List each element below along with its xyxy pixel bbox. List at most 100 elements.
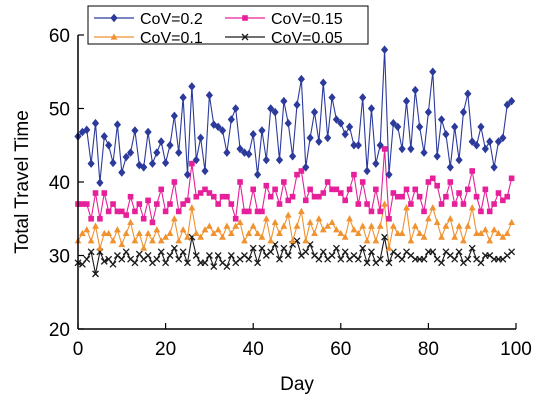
data-point — [189, 160, 195, 167]
data-point — [280, 96, 288, 106]
data-point — [490, 163, 498, 172]
x-tick-label: 0 — [73, 339, 84, 360]
data-point — [284, 252, 292, 259]
data-point — [464, 89, 472, 99]
data-point — [144, 252, 152, 259]
data-point — [481, 226, 489, 233]
data-point — [202, 186, 208, 193]
data-point — [210, 120, 218, 129]
data-point — [433, 218, 441, 226]
data-point — [341, 248, 349, 256]
data-point — [180, 201, 186, 207]
data-point — [293, 100, 301, 110]
data-point — [381, 45, 389, 54]
data-point — [254, 259, 262, 267]
data-point — [184, 233, 191, 240]
data-point — [206, 190, 213, 196]
data-point — [424, 107, 432, 117]
data-point — [359, 222, 367, 229]
data-point — [425, 215, 432, 222]
data-point — [240, 148, 249, 157]
data-point — [451, 255, 459, 263]
data-point — [354, 140, 362, 150]
data-point — [241, 237, 248, 244]
data-point — [494, 137, 503, 146]
data-point — [477, 259, 485, 267]
data-point — [351, 171, 357, 178]
data-point — [245, 255, 253, 263]
data-point — [263, 182, 270, 189]
data-point — [79, 201, 86, 207]
data-point — [227, 115, 235, 124]
data-point — [153, 255, 161, 263]
x-tick-label: 40 — [243, 339, 264, 360]
data-point — [284, 118, 292, 128]
data-point — [280, 244, 288, 252]
data-point — [241, 208, 248, 215]
data-point — [297, 74, 305, 84]
data-point — [289, 237, 297, 244]
data-point — [188, 82, 196, 91]
data-point — [166, 229, 174, 237]
data-point — [473, 193, 480, 200]
data-point — [442, 222, 450, 229]
data-point — [136, 201, 143, 207]
data-point — [197, 190, 204, 196]
data-point — [92, 190, 99, 196]
data-point — [438, 233, 445, 240]
data-point — [179, 248, 187, 256]
data-point — [338, 190, 344, 196]
data-point — [87, 248, 95, 256]
data-point — [503, 229, 511, 237]
data-point — [504, 193, 511, 200]
data-point — [258, 244, 266, 252]
data-point — [372, 237, 380, 244]
data-point — [495, 190, 502, 196]
data-point — [122, 248, 130, 256]
data-point — [245, 149, 253, 159]
data-point — [398, 255, 406, 263]
data-point — [455, 222, 463, 229]
data-point — [162, 208, 169, 215]
data-point — [319, 78, 327, 88]
data-point — [224, 193, 230, 200]
data-point — [407, 237, 415, 244]
data-point — [192, 229, 200, 237]
data-point — [201, 226, 209, 233]
data-point — [446, 215, 454, 222]
data-point — [123, 212, 129, 218]
data-point — [131, 259, 139, 267]
data-point — [500, 197, 506, 204]
series-line — [77, 203, 513, 251]
data-point — [381, 146, 388, 152]
data-point — [315, 255, 323, 263]
data-point — [175, 255, 183, 263]
data-point — [377, 208, 384, 215]
data-point — [83, 255, 91, 263]
data-point — [109, 237, 117, 244]
x-tick-label: 80 — [418, 339, 439, 360]
data-point — [320, 190, 327, 196]
data-point — [407, 144, 415, 154]
data-point — [227, 229, 235, 237]
data-point — [246, 208, 252, 215]
data-point — [443, 193, 449, 200]
series-CoV=0.15 — [75, 146, 515, 226]
data-point — [459, 107, 468, 117]
data-point — [373, 186, 379, 193]
data-point — [83, 226, 91, 233]
data-point — [210, 263, 218, 270]
data-point — [315, 215, 323, 222]
data-point — [394, 193, 401, 200]
data-point — [262, 155, 270, 165]
data-point — [215, 201, 221, 207]
data-point — [429, 175, 436, 182]
data-point — [201, 166, 209, 176]
legend-label: CoV=0.1 — [140, 30, 203, 47]
data-point — [170, 244, 178, 252]
data-point — [289, 152, 297, 161]
data-point — [114, 208, 121, 215]
data-point — [276, 255, 283, 263]
data-point — [324, 133, 332, 143]
